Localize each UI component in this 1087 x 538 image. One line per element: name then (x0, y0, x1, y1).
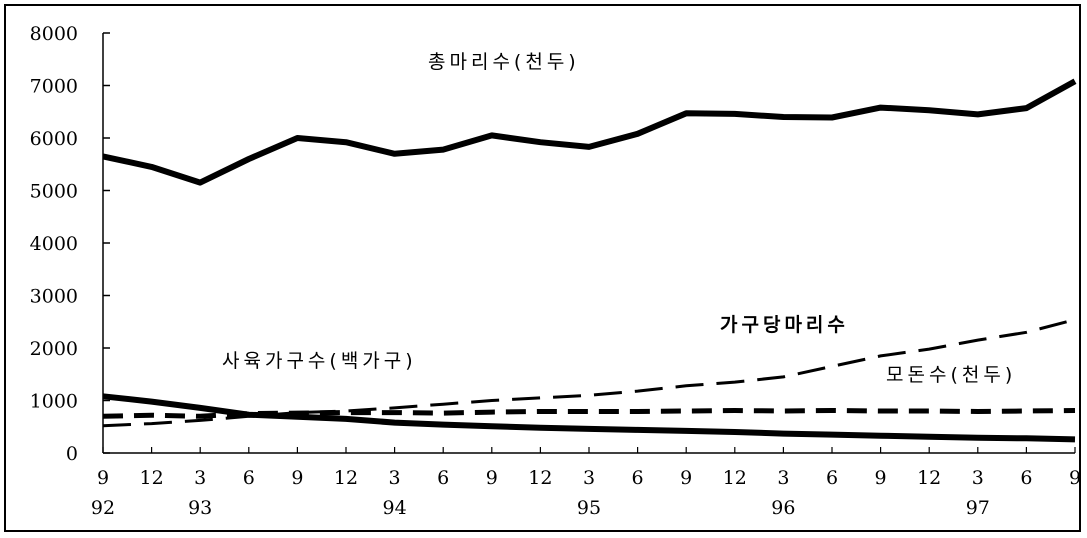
x-tick-label-month: 3 (389, 467, 401, 489)
x-tick-label-month: 3 (972, 467, 984, 489)
series-label-farm-households: 사육가구수(백가구) (222, 350, 417, 372)
y-tick-label: 3000 (30, 286, 78, 308)
y-tick-label: 8000 (30, 23, 78, 45)
x-tick-label-month: 9 (680, 467, 692, 489)
chart-frame (4, 4, 1081, 532)
series-line-farm-households (102, 393, 1076, 443)
y-tick-label: 2000 (30, 338, 78, 360)
x-tick-label-year: 94 (383, 497, 407, 519)
y-tick-label: 1000 (30, 391, 78, 413)
y-tick-label: 5000 (30, 181, 78, 203)
y-tick-label: 0 (66, 443, 78, 465)
y-tick-label: 7000 (30, 76, 78, 98)
x-tick-label-year: 97 (966, 497, 990, 519)
x-tick-label-month: 6 (826, 467, 838, 489)
x-tick-label-month: 9 (486, 467, 498, 489)
x-tick-label-month: 12 (334, 467, 358, 489)
x-tick-label-month: 12 (917, 467, 941, 489)
series-label-sows: 모돈수(천두) (886, 364, 1016, 386)
x-tick-label-month: 6 (437, 467, 449, 489)
series-line-total-pigs (102, 78, 1077, 186)
series-label-pigs-per-household: 가구당마리수 (720, 314, 849, 336)
x-tick-label-month: 12 (528, 467, 552, 489)
x-tick-label-month: 9 (875, 467, 887, 489)
x-tick-label-year: 96 (771, 497, 795, 519)
series-line-sows (102, 408, 1076, 419)
x-tick-label-month: 6 (632, 467, 644, 489)
x-tick-label-month: 3 (777, 467, 789, 489)
x-tick-label-month: 12 (723, 467, 747, 489)
x-tick-label-month: 9 (97, 467, 109, 489)
x-tick-label-month: 6 (243, 467, 255, 489)
series-label-total-pigs: 총마리수(천두) (428, 51, 580, 73)
x-tick-label-month: 9 (1069, 467, 1081, 489)
x-tick-label-month: 3 (583, 467, 595, 489)
x-tick-label-month: 12 (140, 467, 164, 489)
y-tick-label: 4000 (30, 233, 78, 255)
x-tick-label-year: 95 (577, 497, 601, 519)
x-tick-label-month: 6 (1020, 467, 1032, 489)
x-tick-label-year: 92 (91, 497, 115, 519)
y-tick-label: 6000 (30, 128, 78, 150)
x-tick-label-year: 93 (188, 497, 212, 519)
x-tick-label-month: 3 (194, 467, 206, 489)
x-tick-label-month: 9 (291, 467, 303, 489)
